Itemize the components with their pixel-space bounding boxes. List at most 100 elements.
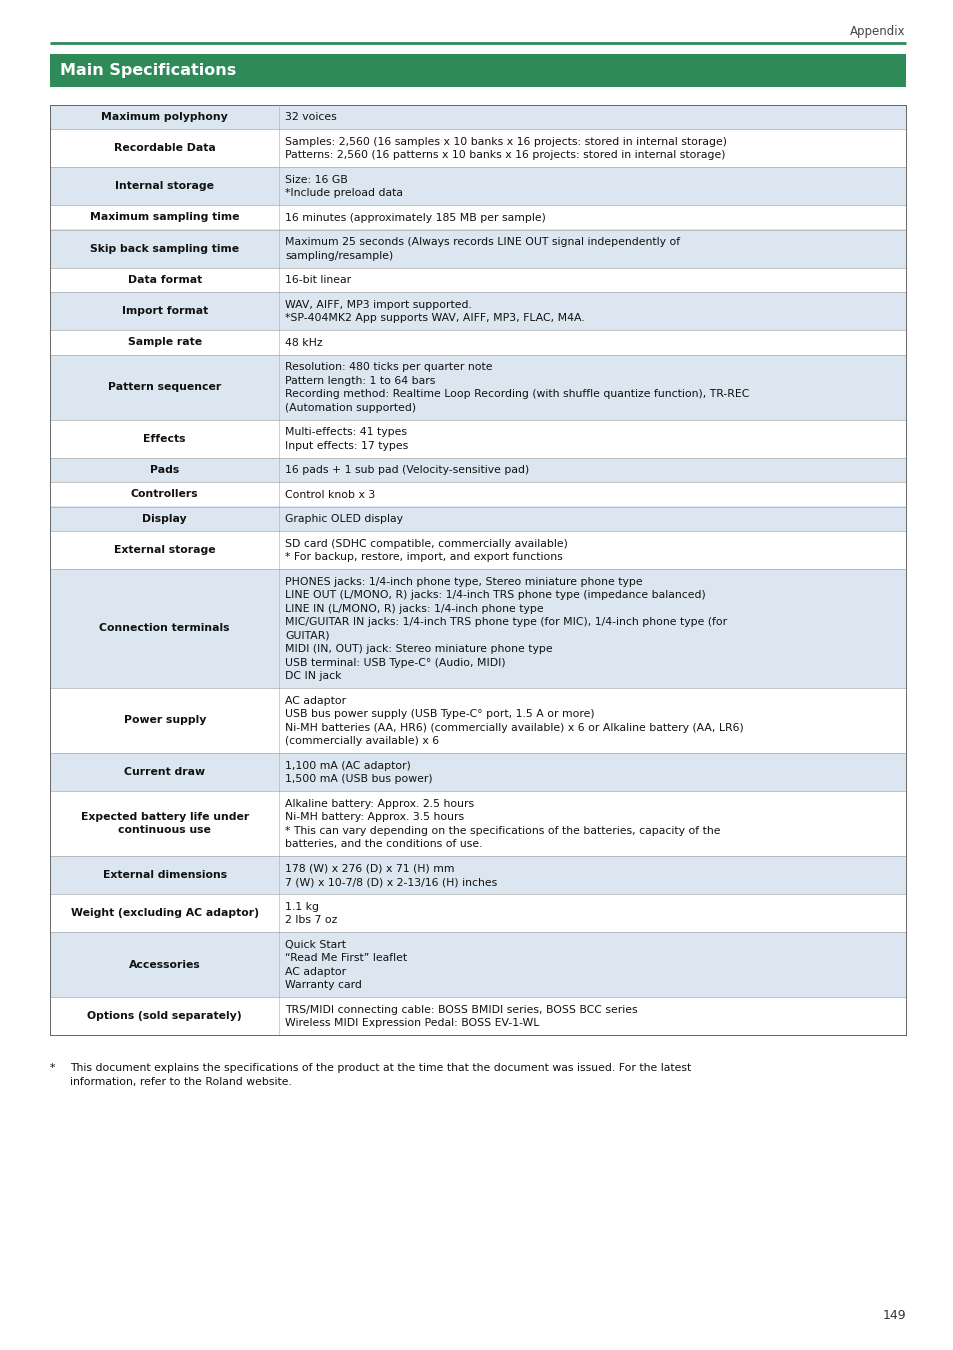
Text: * For backup, restore, import, and export functions: * For backup, restore, import, and expor… (285, 552, 562, 562)
Text: Input effects: 17 types: Input effects: 17 types (285, 440, 408, 451)
Text: Quick Start: Quick Start (285, 940, 346, 949)
Text: USB terminal: USB Type-C° (Audio, MIDI): USB terminal: USB Type-C° (Audio, MIDI) (285, 657, 505, 667)
Text: Import format: Import format (121, 306, 208, 316)
Bar (50, 998, 905, 1035)
Text: Alkaline battery: Approx. 2.5 hours: Alkaline battery: Approx. 2.5 hours (285, 798, 474, 809)
Text: Current draw: Current draw (124, 767, 205, 778)
Bar (50, 688, 905, 753)
Text: DC IN jack: DC IN jack (285, 671, 341, 680)
Text: AC adaptor: AC adaptor (285, 695, 346, 706)
Text: Accessories: Accessories (129, 960, 200, 969)
Text: 2 lbs 7 oz: 2 lbs 7 oz (285, 915, 337, 925)
Bar (50, 420, 905, 458)
Bar (50, 230, 905, 267)
Text: “Read Me First” leaflet: “Read Me First” leaflet (285, 953, 407, 963)
Text: Pattern sequencer: Pattern sequencer (108, 382, 221, 391)
Bar (50, 54, 905, 86)
Text: Main Specifications: Main Specifications (60, 63, 236, 78)
Text: Options (sold separately): Options (sold separately) (88, 1011, 242, 1021)
Text: Resolution: 480 ticks per quarter note: Resolution: 480 ticks per quarter note (285, 362, 493, 373)
Text: (commercially available) x 6: (commercially available) x 6 (285, 736, 439, 747)
Text: Control knob x 3: Control knob x 3 (285, 490, 375, 500)
Text: * This can vary depending on the specifications of the batteries, capacity of th: * This can vary depending on the specifi… (285, 825, 720, 836)
Text: Expected battery life under
continuous use: Expected battery life under continuous u… (80, 813, 249, 834)
Bar (50, 167, 905, 205)
Text: Recording method: Realtime Loop Recording (with shuffle quantize function), TR-R: Recording method: Realtime Loop Recordin… (285, 389, 749, 400)
Text: MIDI (IN, OUT) jack: Stereo miniature phone type: MIDI (IN, OUT) jack: Stereo miniature ph… (285, 644, 553, 653)
Text: 48 kHz: 48 kHz (285, 338, 323, 347)
Text: This document explains the specifications of the product at the time that the do: This document explains the specification… (70, 1062, 691, 1087)
Bar (50, 791, 905, 856)
Text: Skip back sampling time: Skip back sampling time (90, 243, 239, 254)
Text: 178 (W) x 276 (D) x 71 (H) mm: 178 (W) x 276 (D) x 71 (H) mm (285, 864, 455, 873)
Text: USB bus power supply (USB Type-C° port, 1.5 A or more): USB bus power supply (USB Type-C° port, … (285, 709, 595, 720)
Text: MIC/GUITAR IN jacks: 1/4-inch TRS phone type (for MIC), 1/4-inch phone type (for: MIC/GUITAR IN jacks: 1/4-inch TRS phone … (285, 617, 727, 626)
Text: 7 (W) x 10-7/8 (D) x 2-13/16 (H) inches: 7 (W) x 10-7/8 (D) x 2-13/16 (H) inches (285, 878, 497, 887)
Text: Effects: Effects (143, 433, 186, 444)
Text: 32 voices: 32 voices (285, 112, 336, 122)
Text: Pattern length: 1 to 64 bars: Pattern length: 1 to 64 bars (285, 375, 436, 386)
Text: LINE OUT (L/MONO, R) jacks: 1/4-inch TRS phone type (impedance balanced): LINE OUT (L/MONO, R) jacks: 1/4-inch TRS… (285, 590, 705, 599)
Bar (50, 104, 905, 130)
Bar (50, 292, 905, 329)
Text: Pads: Pads (150, 464, 179, 475)
Bar (50, 267, 905, 292)
Text: Maximum 25 seconds (Always records LINE OUT signal independently of: Maximum 25 seconds (Always records LINE … (285, 238, 679, 247)
Bar (50, 506, 905, 531)
Text: Power supply: Power supply (123, 716, 206, 725)
Text: Maximum polyphony: Maximum polyphony (101, 112, 228, 122)
Text: Size: 16 GB: Size: 16 GB (285, 174, 348, 185)
Text: Controllers: Controllers (131, 489, 198, 500)
Text: Warranty card: Warranty card (285, 980, 362, 990)
Text: 1.1 kg: 1.1 kg (285, 902, 319, 911)
Text: AC adaptor: AC adaptor (285, 967, 346, 976)
Bar (50, 894, 905, 931)
Text: 1,500 mA (USB bus power): 1,500 mA (USB bus power) (285, 774, 433, 784)
Bar (50, 130, 905, 167)
Text: TRS/MIDI connecting cable: BOSS BMIDI series, BOSS BCC series: TRS/MIDI connecting cable: BOSS BMIDI se… (285, 1004, 638, 1015)
Text: Ni-MH batteries (AA, HR6) (commercially available) x 6 or Alkaline battery (AA, : Ni-MH batteries (AA, HR6) (commercially … (285, 722, 743, 733)
Bar (50, 482, 905, 506)
Text: Multi-effects: 41 types: Multi-effects: 41 types (285, 427, 407, 437)
Text: External storage: External storage (113, 545, 215, 555)
Bar (50, 355, 905, 420)
Text: *Include preload data: *Include preload data (285, 188, 403, 198)
Text: External dimensions: External dimensions (103, 869, 227, 880)
Text: Data format: Data format (128, 275, 202, 285)
Bar (50, 458, 905, 482)
Text: Connection terminals: Connection terminals (99, 624, 230, 633)
Text: (Automation supported): (Automation supported) (285, 402, 416, 413)
Bar (50, 531, 905, 568)
Text: Internal storage: Internal storage (115, 181, 214, 190)
Text: SD card (SDHC compatible, commercially available): SD card (SDHC compatible, commercially a… (285, 539, 568, 548)
Text: Samples: 2,560 (16 samples x 10 banks x 16 projects: stored in internal storage): Samples: 2,560 (16 samples x 10 banks x … (285, 136, 726, 147)
Text: WAV, AIFF, MP3 import supported.: WAV, AIFF, MP3 import supported. (285, 300, 472, 309)
Text: Ni-MH battery: Approx. 3.5 hours: Ni-MH battery: Approx. 3.5 hours (285, 811, 464, 822)
Text: LINE IN (L/MONO, R) jacks: 1/4-inch phone type: LINE IN (L/MONO, R) jacks: 1/4-inch phon… (285, 603, 543, 613)
Text: Patterns: 2,560 (16 patterns x 10 banks x 16 projects: stored in internal storag: Patterns: 2,560 (16 patterns x 10 banks … (285, 150, 725, 161)
Text: GUITAR): GUITAR) (285, 630, 330, 640)
Text: *SP-404MK2 App supports WAV, AIFF, MP3, FLAC, M4A.: *SP-404MK2 App supports WAV, AIFF, MP3, … (285, 313, 584, 323)
Text: Maximum sampling time: Maximum sampling time (90, 212, 239, 223)
Text: 149: 149 (882, 1310, 905, 1322)
Text: sampling/resample): sampling/resample) (285, 251, 394, 261)
Text: Wireless MIDI Expression Pedal: BOSS EV-1-WL: Wireless MIDI Expression Pedal: BOSS EV-… (285, 1018, 539, 1029)
Text: Display: Display (142, 514, 187, 524)
Text: Appendix: Appendix (849, 26, 905, 38)
Bar (50, 205, 905, 230)
Bar (50, 931, 905, 998)
Bar (50, 753, 905, 791)
Bar (50, 568, 905, 688)
Text: PHONES jacks: 1/4-inch phone type, Stereo miniature phone type: PHONES jacks: 1/4-inch phone type, Stere… (285, 576, 642, 586)
Text: 1,100 mA (AC adaptor): 1,100 mA (AC adaptor) (285, 760, 411, 771)
Text: 16-bit linear: 16-bit linear (285, 275, 351, 285)
Bar (50, 329, 905, 355)
Text: Recordable Data: Recordable Data (113, 143, 215, 153)
Text: Sample rate: Sample rate (128, 338, 201, 347)
Text: Weight (excluding AC adaptor): Weight (excluding AC adaptor) (71, 909, 258, 918)
Text: Graphic OLED display: Graphic OLED display (285, 514, 403, 524)
Text: batteries, and the conditions of use.: batteries, and the conditions of use. (285, 838, 482, 849)
Text: 16 minutes (approximately 185 MB per sample): 16 minutes (approximately 185 MB per sam… (285, 212, 546, 223)
Bar (50, 856, 905, 894)
Text: *: * (50, 1062, 55, 1073)
